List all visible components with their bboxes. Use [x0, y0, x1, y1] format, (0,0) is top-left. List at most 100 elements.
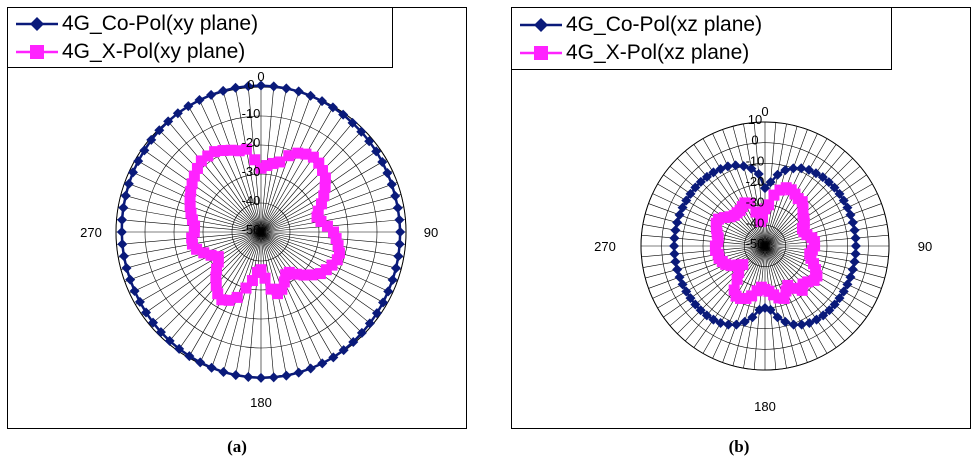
data-point-diamond: [834, 293, 845, 304]
data-point-diamond: [338, 345, 349, 356]
radial-gridline: [129, 231, 262, 294]
r-tick-label: 10: [748, 112, 762, 127]
data-point-square: [307, 151, 319, 163]
data-point-diamond: [838, 286, 849, 297]
data-point-diamond: [796, 319, 807, 330]
data-point-square: [768, 189, 780, 201]
data-point-square: [743, 197, 755, 209]
data-point-diamond: [803, 164, 814, 175]
data-point-square: [750, 206, 762, 218]
data-point-square: [733, 266, 745, 278]
data-point-square: [312, 205, 324, 217]
data-point-square: [233, 145, 245, 157]
radial-gridline: [260, 206, 404, 233]
data-point-square: [333, 247, 345, 259]
data-point-diamond: [788, 319, 799, 330]
data-point-diamond: [387, 274, 398, 285]
data-point-diamond: [164, 335, 175, 346]
data-point-diamond: [243, 372, 254, 383]
data-point-square: [730, 290, 742, 302]
data-point-square: [300, 148, 312, 160]
data-point-square: [210, 271, 222, 283]
radial-gridline: [149, 231, 262, 326]
chart-panel-b: 10 0 -10 -20 -30 -40 -50 0 90 180 270 4G_Co-Pol(xz…: [511, 7, 971, 429]
ring-gridline: [682, 163, 848, 329]
data-point-diamond: [669, 248, 680, 259]
r-tick-label: -50: [746, 236, 765, 251]
r-tick-label: -10: [746, 153, 765, 168]
data-point-square: [272, 288, 284, 300]
data-point-diamond: [133, 156, 144, 167]
data-point-square: [319, 172, 331, 184]
radial-gridline: [223, 91, 262, 233]
data-point-diamond: [383, 286, 394, 297]
data-point-square: [712, 213, 724, 225]
data-point-square: [774, 184, 786, 196]
data-point-diamond: [685, 188, 696, 199]
series-1: [184, 143, 345, 306]
data-point-diamond: [738, 161, 749, 172]
data-point-diamond: [823, 177, 834, 188]
data-point-diamond: [847, 264, 858, 275]
data-point-diamond: [371, 146, 382, 157]
data-point-square: [223, 294, 235, 306]
data-point-diamond: [804, 317, 815, 328]
data-point-square: [267, 157, 279, 169]
radial-gridline: [260, 231, 355, 344]
chart-panel-a: 0 -10 -20 -30 -40 -50 0 90 180 270 4G_Co-Pol(xy p…: [7, 7, 467, 429]
radial-gridline: [260, 87, 274, 233]
legend-label: 4G_Co-Pol(xy plane): [62, 12, 259, 35]
diamond-marker-icon: [520, 18, 562, 32]
data-point-square: [763, 199, 775, 211]
radial-gridline: [149, 138, 262, 233]
data-point-diamond: [845, 272, 856, 283]
data-point-diamond: [695, 176, 706, 187]
data-point-diamond: [218, 367, 229, 378]
data-point-diamond: [348, 336, 359, 347]
data-point-diamond: [670, 256, 681, 267]
data-point-diamond: [364, 318, 375, 329]
radial-gridline: [260, 231, 345, 351]
data-point-square: [185, 207, 197, 219]
data-point-square: [188, 226, 200, 238]
data-point-diamond: [772, 312, 783, 323]
ring-gridline: [144, 115, 378, 349]
data-point-diamond: [849, 256, 860, 267]
radial-gridline: [260, 194, 402, 233]
radial-gridline: [158, 129, 262, 233]
data-point-diamond: [760, 183, 770, 194]
legend-item-x-pol: 4G_X-Pol(xy plane): [14, 39, 245, 65]
theta-tick-label: 90: [424, 225, 438, 240]
data-point-diamond: [139, 145, 150, 156]
data-point-diamond: [356, 327, 367, 338]
legend-item-co-pol: 4G_Co-Pol(xz plane): [518, 12, 762, 38]
data-point-square: [797, 202, 809, 214]
radial-gridline: [260, 129, 364, 233]
data-point-diamond: [849, 225, 860, 236]
data-point-square: [255, 162, 267, 174]
data-point-square: [280, 269, 292, 281]
radial-gridline: [260, 120, 355, 233]
data-point-diamond: [842, 202, 853, 213]
data-point-diamond: [701, 171, 712, 182]
data-point-diamond: [765, 304, 776, 315]
data-point-square: [184, 200, 196, 212]
data-point-diamond: [141, 307, 152, 318]
series-0: [669, 160, 861, 330]
data-point-diamond: [121, 263, 132, 274]
data-point-square: [328, 226, 339, 238]
data-point-diamond: [155, 327, 166, 338]
data-point-diamond: [739, 316, 750, 327]
data-point-square: [319, 181, 331, 193]
data-point-diamond: [128, 167, 139, 178]
data-point-square: [780, 285, 792, 297]
data-point-square: [796, 196, 808, 208]
data-point-square: [756, 211, 768, 223]
radial-gridline: [142, 148, 262, 233]
theta-tick-label: 270: [594, 239, 616, 254]
data-point-square: [808, 258, 820, 270]
data-point-diamond: [390, 191, 401, 202]
data-point-square: [290, 268, 302, 280]
data-point-diamond: [850, 233, 861, 244]
data-point-diamond: [184, 351, 195, 362]
